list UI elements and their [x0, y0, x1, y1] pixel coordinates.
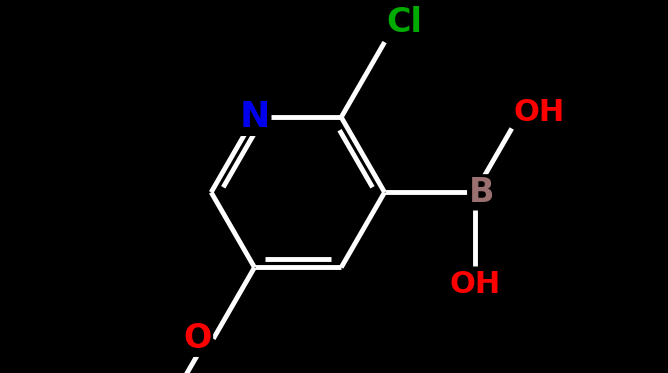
Text: OH: OH	[514, 98, 565, 127]
Text: N: N	[239, 100, 270, 134]
Text: O: O	[183, 322, 212, 355]
Text: Cl: Cl	[386, 6, 422, 38]
Text: OH: OH	[450, 270, 500, 299]
Text: B: B	[469, 176, 494, 209]
